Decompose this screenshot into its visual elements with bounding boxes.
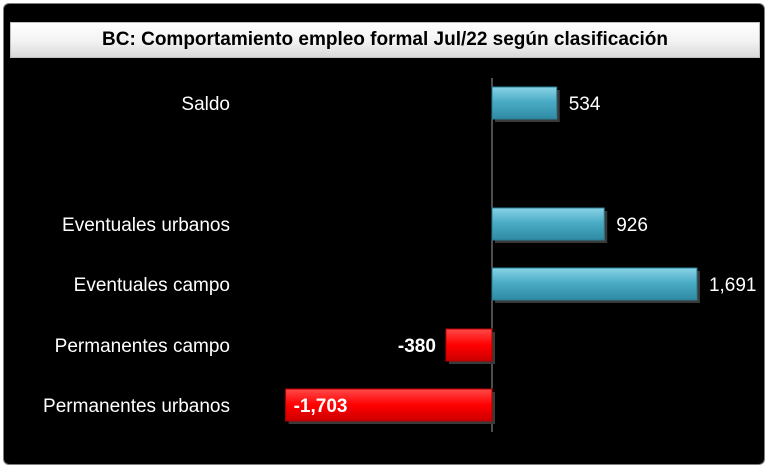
bar-eventuales-campo xyxy=(491,267,698,301)
category-label: Saldo xyxy=(181,94,230,115)
value-label: -1,703 xyxy=(294,396,348,417)
category-label: Eventuales urbanos xyxy=(62,215,230,236)
category-label: Permanentes urbanos xyxy=(43,396,230,417)
bar-permanentes-urbanos xyxy=(285,388,493,422)
bar-permanentes-campo xyxy=(445,328,493,362)
chart-title: BC: Comportamiento empleo formal Jul/22 … xyxy=(102,29,668,50)
chart-title-box: BC: Comportamiento empleo formal Jul/22 … xyxy=(10,22,760,58)
bar-eventuales-urbanos xyxy=(491,207,605,241)
category-label: Eventuales campo xyxy=(74,275,230,296)
chart-frame: BC: Comportamiento empleo formal Jul/22 … xyxy=(3,3,765,465)
value-label: 534 xyxy=(569,94,601,115)
value-label: -380 xyxy=(398,336,436,357)
category-label: Permanentes campo xyxy=(55,336,230,357)
value-label: 1,691 xyxy=(709,275,757,296)
bar-saldo xyxy=(491,86,558,120)
value-label: 926 xyxy=(616,215,648,236)
